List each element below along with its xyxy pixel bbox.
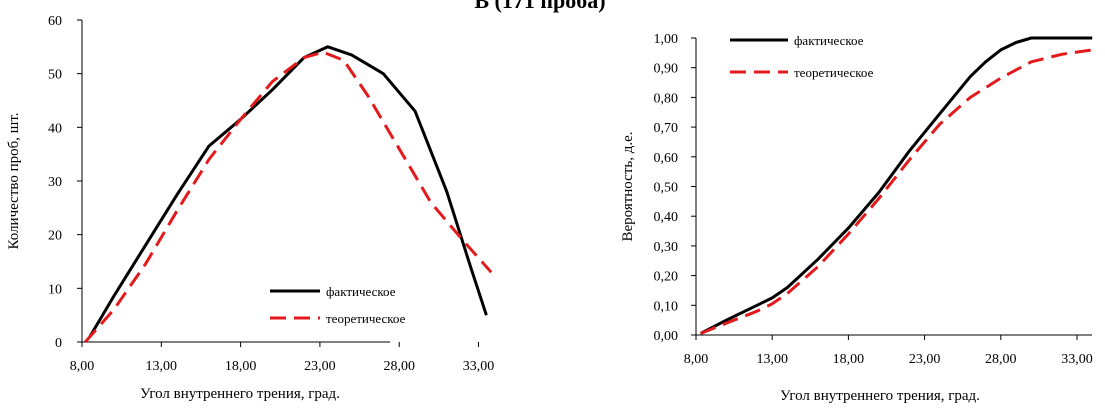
y-tick-label: 20 bbox=[48, 229, 62, 244]
y-tick-label: 60 bbox=[48, 14, 62, 29]
chart-1: 0 10 20 30 40 50 60 8,00 13,00 18,00 23,00 28,00 33,… bbox=[6, 14, 494, 402]
x-tick-label: 18,00 bbox=[225, 359, 257, 374]
x-tick-label: 18,00 bbox=[833, 352, 865, 367]
series-line-theoretical bbox=[84, 50, 493, 343]
legend-label: теоретическое bbox=[326, 311, 406, 326]
y-tick-label: 0,10 bbox=[654, 299, 679, 314]
x-tick-label: 8,00 bbox=[70, 359, 95, 374]
series-line-actual bbox=[88, 45, 488, 338]
y-tick-label: 0,90 bbox=[654, 62, 679, 77]
x-tick-label: 13,00 bbox=[756, 352, 788, 367]
chart-title: В (171 проба) bbox=[474, 0, 606, 13]
y-tick-label: 30 bbox=[48, 175, 62, 190]
x-tick-label: 8,00 bbox=[684, 352, 709, 367]
y-tick-label: 0,20 bbox=[654, 270, 679, 285]
x-tick-label: 13,00 bbox=[146, 359, 178, 374]
y-tick-label: 0,00 bbox=[654, 329, 679, 344]
y-axis-label: Вероятность, д.е. bbox=[620, 131, 636, 241]
x-tick-label: 23,00 bbox=[304, 359, 336, 374]
y-tick-label: 0,50 bbox=[654, 181, 679, 196]
y-tick-label: 0,80 bbox=[654, 91, 679, 106]
x-tick-label: 33,00 bbox=[463, 359, 495, 374]
y-tick-label: 1,00 bbox=[654, 32, 679, 47]
x-tick-label: 23,00 bbox=[909, 352, 941, 367]
x-tick-label: 28,00 bbox=[383, 359, 415, 374]
y-tick-label: 40 bbox=[48, 121, 62, 136]
chart-2: 0,00 0,10 0,20 0,30 0,40 0,50 0,60 0,70 0,80 0,90… bbox=[620, 32, 1093, 404]
y-tick-label: 50 bbox=[48, 68, 62, 83]
legend-label: фактическое bbox=[326, 284, 396, 299]
x-axis-label: Угол внутреннего трения, град. bbox=[780, 388, 980, 404]
y-tick-label: 10 bbox=[48, 282, 62, 297]
y-tick-label: 0,60 bbox=[654, 151, 679, 166]
y-tick-label: 0,30 bbox=[654, 240, 679, 255]
y-tick-label: 0 bbox=[55, 336, 62, 351]
x-tick-label: 33,00 bbox=[1061, 352, 1093, 367]
y-tick-label: 0,40 bbox=[654, 210, 679, 225]
y-tick-label: 0,70 bbox=[654, 121, 679, 136]
legend-label: фактическое bbox=[794, 33, 864, 48]
y-axis-label: Количество проб, шт. bbox=[6, 113, 22, 250]
legend-label: теоретическое bbox=[794, 65, 874, 80]
x-axis-label: Угол внутреннего трения, град. bbox=[140, 386, 340, 402]
x-tick-label: 28,00 bbox=[985, 352, 1017, 367]
series-line-actual bbox=[699, 36, 1093, 335]
series-line-theoretical bbox=[700, 48, 1093, 335]
